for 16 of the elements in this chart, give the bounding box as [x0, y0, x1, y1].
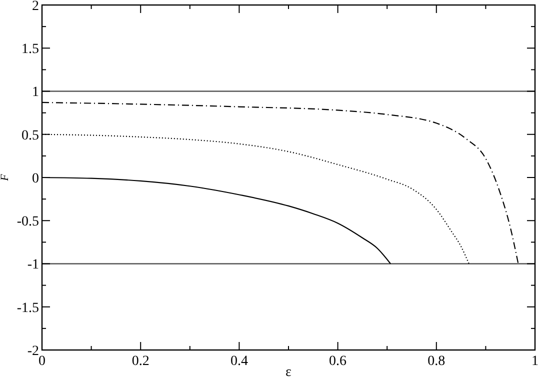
x-tick-label: 1 — [532, 354, 538, 369]
x-axis-title: ε — [286, 365, 292, 377]
y-tick-label: 0 — [32, 171, 39, 186]
y-tick-label: -1 — [27, 258, 39, 273]
y-tick-label: 1 — [32, 85, 39, 100]
y-tick-label: -0.5 — [16, 214, 39, 230]
x-tick-label: 0.4 — [230, 354, 248, 369]
y-tick-label: -1.5 — [16, 300, 39, 316]
y-tick-label: 0.5 — [22, 128, 39, 144]
y-axis-title: F — [0, 174, 11, 182]
y-tick-label: 2 — [32, 0, 39, 14]
x-tick-label: 0.2 — [132, 354, 150, 369]
x-tick-label: 0.8 — [428, 354, 446, 369]
y-tick-label: -2 — [27, 344, 39, 359]
y-tick-label: 1.5 — [22, 42, 39, 58]
x-tick-label: 0.6 — [329, 354, 347, 369]
